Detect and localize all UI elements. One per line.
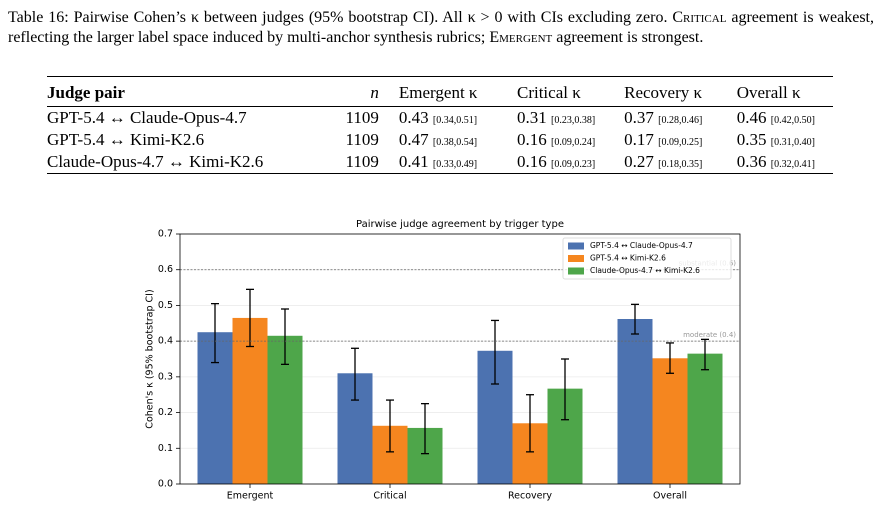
x-tick-label: Emergent	[227, 491, 274, 502]
table-row: GPT-5.4 ↔ Kimi-K2.6 1109 0.47 [0.38,0.54] 0…	[47, 129, 833, 151]
kappa-cell: 0.16 [0.09,0.24]	[517, 129, 624, 151]
y-axis-label: Cohen's κ (95% bootstrap CI)	[145, 289, 156, 428]
plot-frame	[179, 233, 741, 485]
kappa-ci: [0.09,0.24]	[550, 137, 596, 148]
kappa-ci: [0.23,0.38]	[550, 115, 596, 126]
kappa-cell: 0.43 [0.34,0.51]	[399, 107, 517, 130]
kappa-cell: 0.37 [0.28,0.46]	[624, 107, 737, 130]
kappa-ci: [0.32,0.41]	[770, 159, 815, 170]
bar	[652, 358, 688, 484]
table: Judge pair n Emergent κ Critical κ Recovery …	[47, 76, 833, 174]
kappa-ci: [0.18,0.35]	[658, 159, 703, 170]
x-tick-label: Overall	[653, 491, 687, 502]
pair-cell: Claude-Opus-4.7 ↔ Kimi-K2.6	[47, 152, 264, 171]
table-row: GPT-5.4 ↔ Claude-Opus-4.7 1109 0.43 [0.34,…	[47, 107, 833, 130]
legend-box	[562, 237, 732, 280]
y-tick-label: 0.1	[158, 443, 173, 454]
kappa-cell: 0.47 [0.38,0.54]	[399, 129, 517, 151]
kappa-value: 0.31	[516, 108, 547, 127]
kappa-cell: 0.35 [0.31,0.40]	[737, 129, 833, 151]
header-cell: Recovery κ	[624, 76, 737, 107]
legend-swatch	[568, 242, 584, 250]
caption-text: Table 16: Pairwise Cohen’s κ between jud…	[8, 9, 673, 26]
y-tick-label: 0.3	[158, 371, 173, 382]
kappa-value: 0.46	[736, 108, 767, 127]
legend-swatch	[568, 267, 584, 275]
kappa-ci: [0.42,0.50]	[770, 115, 815, 126]
kappa-ci: [0.34,0.51]	[432, 115, 478, 126]
kappa-cell: 0.31 [0.23,0.38]	[517, 107, 624, 130]
kappa-cell: 0.17 [0.09,0.25]	[624, 129, 737, 151]
x-tick-label: Critical	[373, 491, 406, 502]
kappa-ci: [0.09,0.23]	[550, 159, 596, 170]
caption-text: Emergent	[489, 29, 553, 46]
y-tick-label: 0.4	[158, 336, 173, 347]
kappa-value: 0.36	[736, 152, 767, 171]
bar	[687, 353, 723, 484]
kappa-cell: 0.36 [0.32,0.41]	[737, 151, 833, 174]
kappa-value: 0.37	[624, 108, 654, 127]
kappa-ci: [0.31,0.40]	[770, 137, 815, 148]
kappa-ci: [0.38,0.54]	[432, 137, 478, 148]
x-tick-label: Recovery	[508, 491, 552, 502]
header-cell: Judge pair	[47, 76, 331, 107]
kappa-value: 0.16	[516, 152, 547, 171]
kappa-value: 0.27	[624, 152, 654, 171]
kappa-cell: 0.46 [0.42,0.50]	[737, 107, 833, 130]
chart-title: Pairwise judge agreement by trigger type	[356, 219, 564, 230]
kappa-cell: 0.41 [0.33,0.49]	[399, 151, 517, 174]
kappa-value: 0.43	[398, 108, 429, 127]
kappa-ci: [0.33,0.49]	[432, 159, 478, 170]
n-cell: 1109	[345, 108, 379, 127]
chart: Pairwise judge agreement by trigger type…	[145, 219, 741, 502]
caption: Table 16: Pairwise Cohen’s κ between jud…	[8, 8, 874, 48]
kappa-value: 0.16	[516, 130, 547, 149]
caption-text: agreement is strongest.	[552, 29, 704, 46]
y-tick-label: 0.5	[158, 300, 173, 311]
y-tick-label: 0.2	[158, 407, 173, 418]
y-tick-label: 0.0	[158, 479, 173, 490]
legend-label: GPT-5.4 ↔ Claude-Opus-4.7	[590, 241, 693, 250]
bar	[617, 319, 653, 484]
pair-cell: GPT-5.4 ↔ Kimi-K2.6	[47, 130, 205, 149]
n-cell: 1109	[345, 152, 379, 171]
pair-cell: GPT-5.4 ↔ Claude-Opus-4.7	[47, 108, 247, 127]
legend-label: Claude-Opus-4.7 ↔ Kimi-K2.6	[590, 266, 700, 275]
legend-swatch	[568, 255, 584, 262]
header-cell: Critical κ	[516, 76, 625, 107]
kappa-ci: [0.09,0.25]	[658, 137, 703, 148]
y-tick-label: 0.7	[158, 229, 173, 240]
header-cell: Overall κ	[736, 76, 833, 107]
header-cell: n	[330, 76, 399, 107]
kappa-cell: 0.27 [0.18,0.35]	[624, 151, 737, 174]
kappa-value: 0.17	[624, 130, 654, 149]
caption-text: Critical	[672, 9, 727, 26]
caption-text: agreement is weakest, reflecting the lar…	[8, 9, 875, 46]
legend-label: GPT-5.4 ↔ Kimi-K2.6	[590, 254, 666, 263]
kappa-ci: [0.28,0.46]	[658, 115, 703, 126]
n-cell: 1109	[345, 130, 379, 149]
reference-label: moderate (0.4)	[683, 331, 736, 339]
kappa-value: 0.41	[398, 152, 429, 171]
y-tick-label: 0.6	[158, 264, 173, 275]
header-cell: Emergent κ	[398, 76, 517, 107]
kappa-value: 0.47	[398, 130, 429, 149]
kappa-cell: 0.16 [0.09,0.23]	[517, 151, 624, 174]
kappa-value: 0.35	[736, 130, 767, 149]
table-row: Claude-Opus-4.7 ↔ Kimi-K2.6 1109 0.41 [0.3…	[47, 151, 833, 174]
